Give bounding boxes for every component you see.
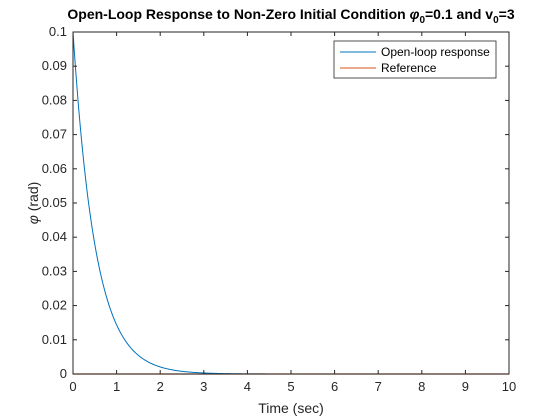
title-middle: =0.1 and v: [425, 6, 493, 22]
x-tick-label: 5: [287, 379, 294, 394]
y-tick-label: 0.05: [42, 195, 67, 210]
y-tick-label: 0.1: [49, 24, 67, 39]
y-tick-label: 0: [60, 366, 67, 381]
x-tick-label: 4: [244, 379, 251, 394]
tick-layer: 0 1 2 3 4 5 6 7 8 9 10 0 0.01 0.02 0.03 0.04 0.05 0.06 0.0…: [42, 24, 517, 394]
x-tick-label: 3: [200, 379, 207, 394]
x-tick-label: 1: [113, 379, 120, 394]
y-axis-label-unit: (rad): [25, 182, 41, 215]
y-axis-label-symbol: φ: [25, 215, 41, 224]
y-tick-label: 0.02: [42, 298, 67, 313]
x-tick-label: 7: [375, 379, 382, 394]
y-axis-label: φ (rad): [25, 182, 41, 225]
legend-label-reference: Reference: [381, 61, 437, 75]
legend: Open-loop response Reference: [333, 40, 497, 79]
y-tick-label: 0.04: [42, 229, 67, 244]
title-prefix: Open-Loop Response to Non-Zero Initial C…: [67, 6, 409, 22]
title-suffix: =3: [499, 6, 515, 22]
axes-box: [72, 31, 510, 375]
x-tick-label: 0: [69, 379, 76, 394]
title-v-sub: 0: [493, 15, 499, 26]
x-tick-label: 10: [502, 379, 516, 394]
y-tick-label: 0.03: [42, 263, 67, 278]
x-tick-label: 9: [462, 379, 469, 394]
plot-area: [73, 32, 509, 374]
legend-box: [333, 40, 497, 79]
y-tick-label: 0.09: [42, 58, 67, 73]
y-tick-label: 0.08: [42, 92, 67, 107]
legend-label-open-loop-response: Open-loop response: [381, 45, 490, 59]
y-tick-label: 0.06: [42, 161, 67, 176]
title-phi: φ: [410, 6, 420, 22]
x-tick-label: 6: [331, 379, 338, 394]
title-phi-sub: 0: [419, 15, 425, 26]
x-axis-label: Time (sec): [258, 400, 324, 416]
y-tick-label: 0.07: [42, 127, 67, 142]
y-tick-label: 0.01: [42, 332, 67, 347]
x-tick-label: 2: [157, 379, 164, 394]
chart-title: Open-Loop Response to Non-Zero Initial C…: [67, 6, 514, 26]
x-tick-label: 8: [418, 379, 425, 394]
